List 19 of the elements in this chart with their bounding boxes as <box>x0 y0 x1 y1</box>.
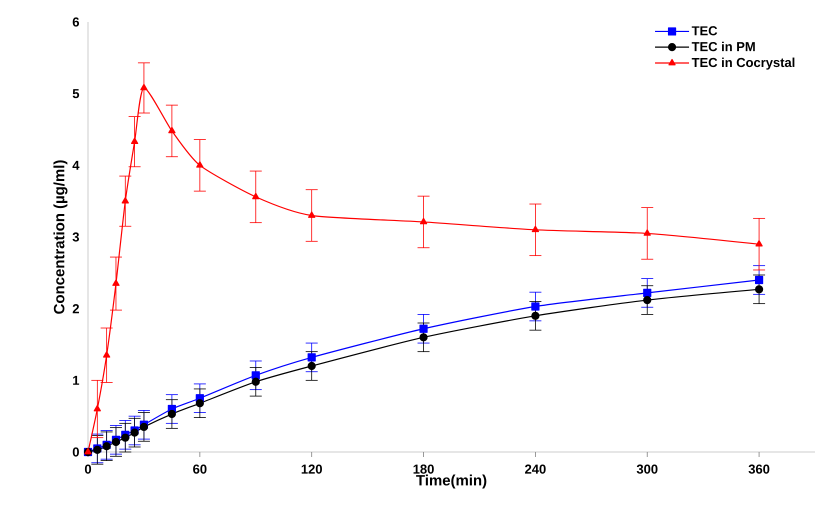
legend-label: TEC <box>692 26 718 36</box>
x-tick-label: 300 <box>636 464 658 474</box>
y-tick-label: 1 <box>73 376 80 385</box>
x-tick-label: 240 <box>525 464 546 474</box>
y-tick-label: 2 <box>72 304 79 314</box>
y-tick-label: 0 <box>72 447 79 457</box>
x-tick-label: 360 <box>748 464 770 474</box>
y-tick-label: 4 <box>72 160 80 170</box>
y-tick-label: 3 <box>72 232 80 242</box>
y-axis-title: Concentration (µg/ml) <box>53 160 68 314</box>
y-tick-label: 6 <box>72 17 80 27</box>
x-tick-label: 60 <box>193 464 207 474</box>
legend-label: TEC in Cocrystal <box>692 58 794 70</box>
x-tick-label: 120 <box>302 464 322 474</box>
x-tick-label: 180 <box>414 464 434 474</box>
x-axis-title: Time(min) <box>416 474 486 488</box>
y-tick-label: 5 <box>72 89 80 98</box>
legend-label: TEC in PM <box>692 42 755 52</box>
x-tick-label: 0 <box>84 464 92 474</box>
